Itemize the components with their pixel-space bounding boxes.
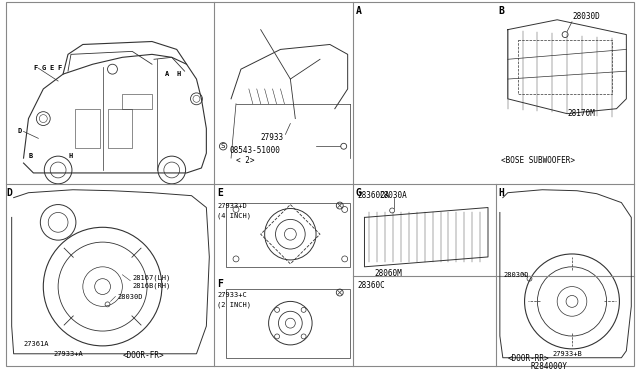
- Text: (2 INCH): (2 INCH): [217, 301, 252, 308]
- Text: 27361A: 27361A: [24, 341, 49, 347]
- Text: D: D: [18, 128, 22, 134]
- Text: 28030A: 28030A: [380, 191, 407, 200]
- Bar: [226, 203, 349, 267]
- Text: (4 INCH): (4 INCH): [217, 212, 252, 219]
- Text: 27933+A: 27933+A: [53, 351, 83, 357]
- Text: <BOSE SUBWOOFER>: <BOSE SUBWOOFER>: [501, 156, 575, 165]
- Text: <DOOR-RR>: <DOOR-RR>: [508, 354, 549, 363]
- Text: F: F: [57, 65, 61, 71]
- Text: D: D: [7, 188, 13, 198]
- Text: G: G: [356, 188, 362, 198]
- Text: 28170M: 28170M: [567, 109, 595, 118]
- Text: 28060M: 28060M: [374, 269, 402, 278]
- Text: S: S: [221, 143, 225, 149]
- Bar: [518, 39, 612, 94]
- Text: G: G: [42, 65, 45, 71]
- Text: 27933+D: 27933+D: [217, 203, 247, 209]
- Text: B: B: [499, 6, 505, 16]
- Text: < 2>: < 2>: [236, 156, 255, 165]
- Text: H: H: [499, 188, 505, 198]
- Bar: [75, 109, 100, 148]
- Text: 28360CA: 28360CA: [358, 191, 390, 200]
- Text: F: F: [217, 279, 223, 289]
- Text: R284000Y: R284000Y: [530, 362, 567, 371]
- Text: 27933+B: 27933+B: [552, 351, 582, 357]
- Text: B: B: [28, 153, 33, 159]
- Text: A: A: [356, 6, 362, 16]
- Text: 28030D: 28030D: [504, 272, 529, 278]
- Bar: [108, 109, 132, 148]
- Text: 27933: 27933: [260, 134, 284, 142]
- Text: 2816B(RH): 2816B(RH): [132, 283, 170, 289]
- Text: 27933+C: 27933+C: [217, 292, 247, 298]
- Text: F: F: [33, 65, 38, 71]
- Text: H: H: [177, 71, 181, 77]
- Bar: [122, 94, 152, 109]
- Bar: [226, 289, 349, 358]
- Text: 28167(LH): 28167(LH): [132, 275, 170, 281]
- Text: 08543-51000: 08543-51000: [229, 146, 280, 155]
- Text: 28030D: 28030D: [117, 295, 143, 301]
- Text: 28030D: 28030D: [572, 12, 600, 21]
- Text: <DOOR-FR>: <DOOR-FR>: [122, 351, 164, 360]
- Text: E: E: [217, 188, 223, 198]
- Text: 28360C: 28360C: [358, 280, 385, 290]
- Text: H: H: [68, 153, 72, 159]
- Text: E: E: [49, 65, 54, 71]
- Text: A: A: [165, 71, 169, 77]
